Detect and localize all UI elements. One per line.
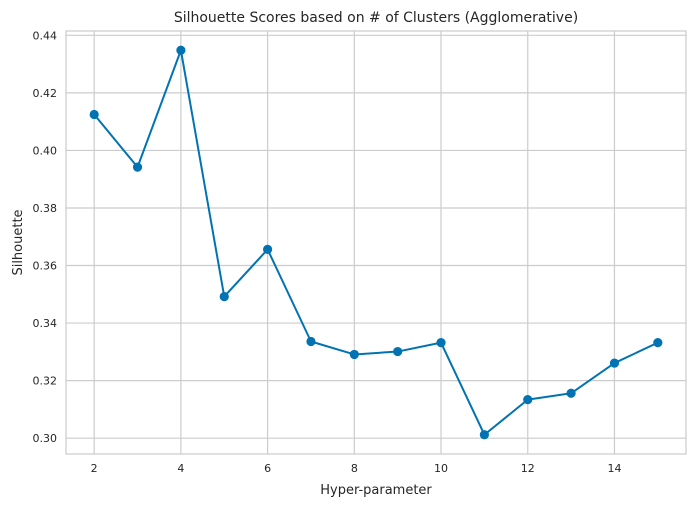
data-point [263,244,273,255]
x-tick-label: 12 [521,462,535,475]
data-point [306,336,316,347]
plot-frame [65,30,687,455]
data-point [566,388,576,398]
data-point [479,430,489,440]
y-tick-label: 0.40 [33,144,58,157]
y-tick-label: 0.38 [33,202,58,215]
data-point [219,291,229,302]
y-tick-label: 0.32 [33,375,58,388]
gridlines [66,31,686,454]
data-point [393,346,403,357]
x-tick-label: 4 [177,462,184,475]
series-line [93,49,659,436]
y-tick-label: 0.30 [33,432,58,445]
x-tick-label: 8 [351,462,358,475]
y-tick-label: 0.44 [33,29,58,42]
x-tick-label: 14 [607,462,621,475]
chart-title: Silhouette Scores based on # of Clusters… [174,10,578,26]
y-tick-label: 0.42 [33,87,58,100]
data-point [132,162,143,172]
y-axis-label: Silhouette [11,209,26,275]
data-point [349,349,359,360]
x-tick-label: 6 [264,462,271,475]
tick-labels: 2 4 6 8 10 12 14 0.30 0.32 0.34 0.36 0.38 0.40 0.42 0.… [33,29,622,475]
series-line-group [89,45,663,440]
data-point [89,109,99,120]
x-axis-label: Hyper-parameter [320,483,432,498]
data-point [436,338,446,348]
y-tick-label: 0.34 [33,317,58,330]
data-point [609,358,620,368]
data-point [176,45,186,55]
x-tick-label: 2 [91,462,98,475]
data-point [653,338,663,348]
x-tick-label: 10 [434,462,448,475]
y-tick-label: 0.36 [33,260,58,273]
data-point [523,395,533,405]
